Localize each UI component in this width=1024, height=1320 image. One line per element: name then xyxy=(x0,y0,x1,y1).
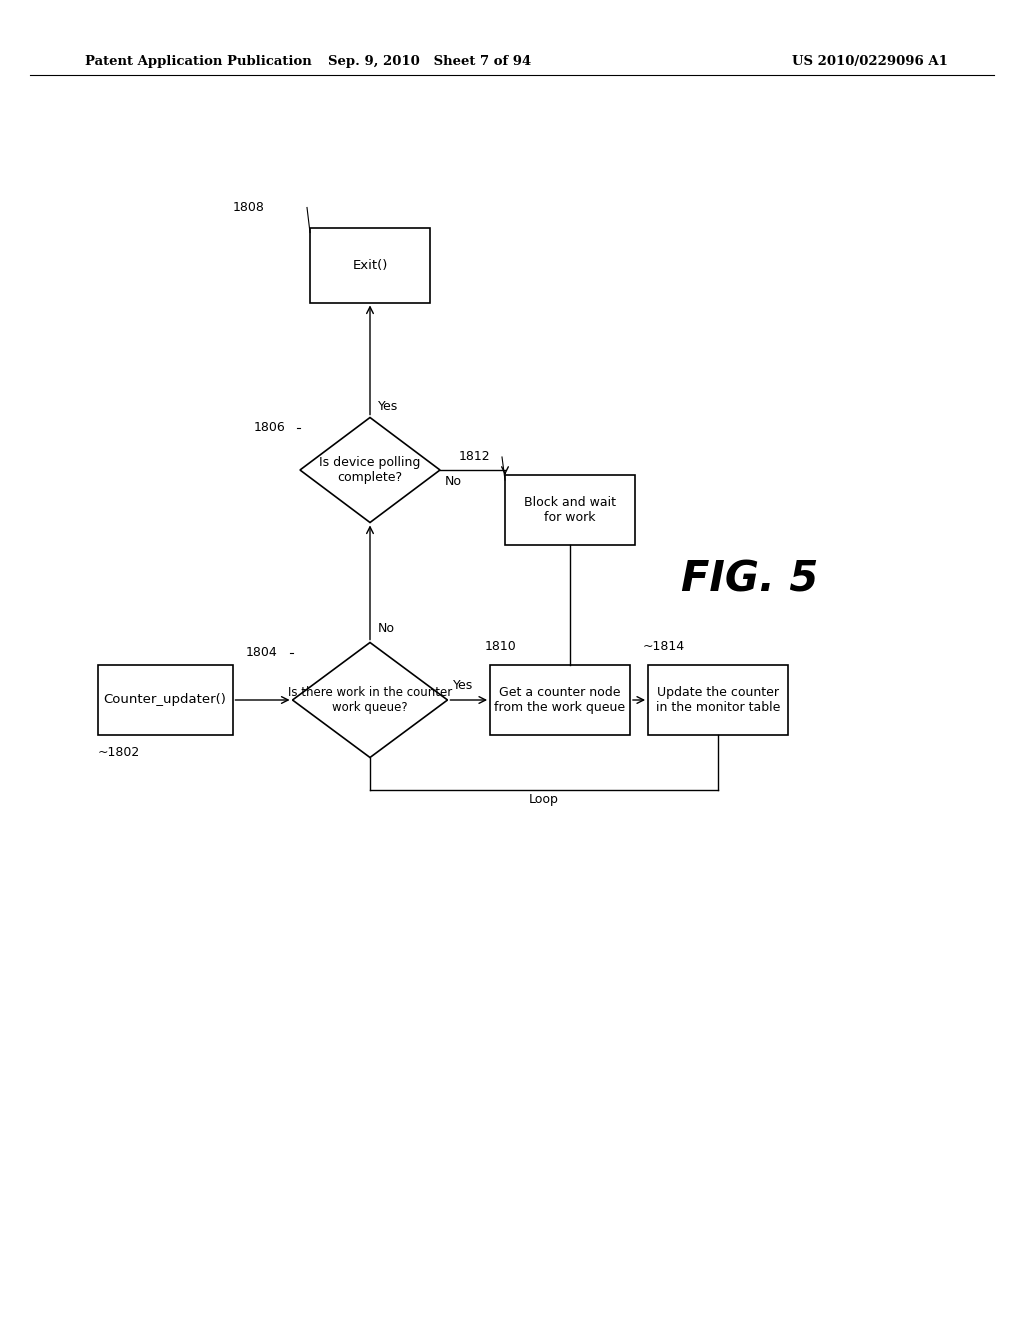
Text: 1810: 1810 xyxy=(485,640,517,653)
Bar xyxy=(505,475,635,545)
Text: Counter_updater(): Counter_updater() xyxy=(103,693,226,706)
Text: Yes: Yes xyxy=(453,678,473,692)
Bar xyxy=(97,665,232,735)
Polygon shape xyxy=(300,417,440,523)
Text: ~1814: ~1814 xyxy=(643,640,685,653)
Text: 1804: 1804 xyxy=(246,645,278,659)
Text: Update the counter
in the monitor table: Update the counter in the monitor table xyxy=(655,686,780,714)
Text: 1806: 1806 xyxy=(253,421,285,434)
Text: No: No xyxy=(378,622,395,635)
Text: 1808: 1808 xyxy=(233,201,265,214)
Text: Sep. 9, 2010   Sheet 7 of 94: Sep. 9, 2010 Sheet 7 of 94 xyxy=(329,55,531,69)
Text: Is device polling
complete?: Is device polling complete? xyxy=(319,455,421,484)
Text: FIG. 5: FIG. 5 xyxy=(681,558,818,601)
Text: Block and wait
for work: Block and wait for work xyxy=(524,496,616,524)
Text: Exit(): Exit() xyxy=(352,259,388,272)
Text: 1812: 1812 xyxy=(459,450,490,463)
Text: ~1802: ~1802 xyxy=(97,747,139,759)
Polygon shape xyxy=(293,643,447,758)
Text: US 2010/0229096 A1: US 2010/0229096 A1 xyxy=(792,55,948,69)
Text: Yes: Yes xyxy=(378,400,398,412)
Bar xyxy=(490,665,630,735)
Text: No: No xyxy=(445,475,462,488)
Text: Loop: Loop xyxy=(529,793,559,807)
Text: Patent Application Publication: Patent Application Publication xyxy=(85,55,311,69)
Text: Is there work in the counter
work queue?: Is there work in the counter work queue? xyxy=(288,686,453,714)
Bar xyxy=(648,665,788,735)
Bar xyxy=(310,227,430,302)
Text: Get a counter node
from the work queue: Get a counter node from the work queue xyxy=(495,686,626,714)
